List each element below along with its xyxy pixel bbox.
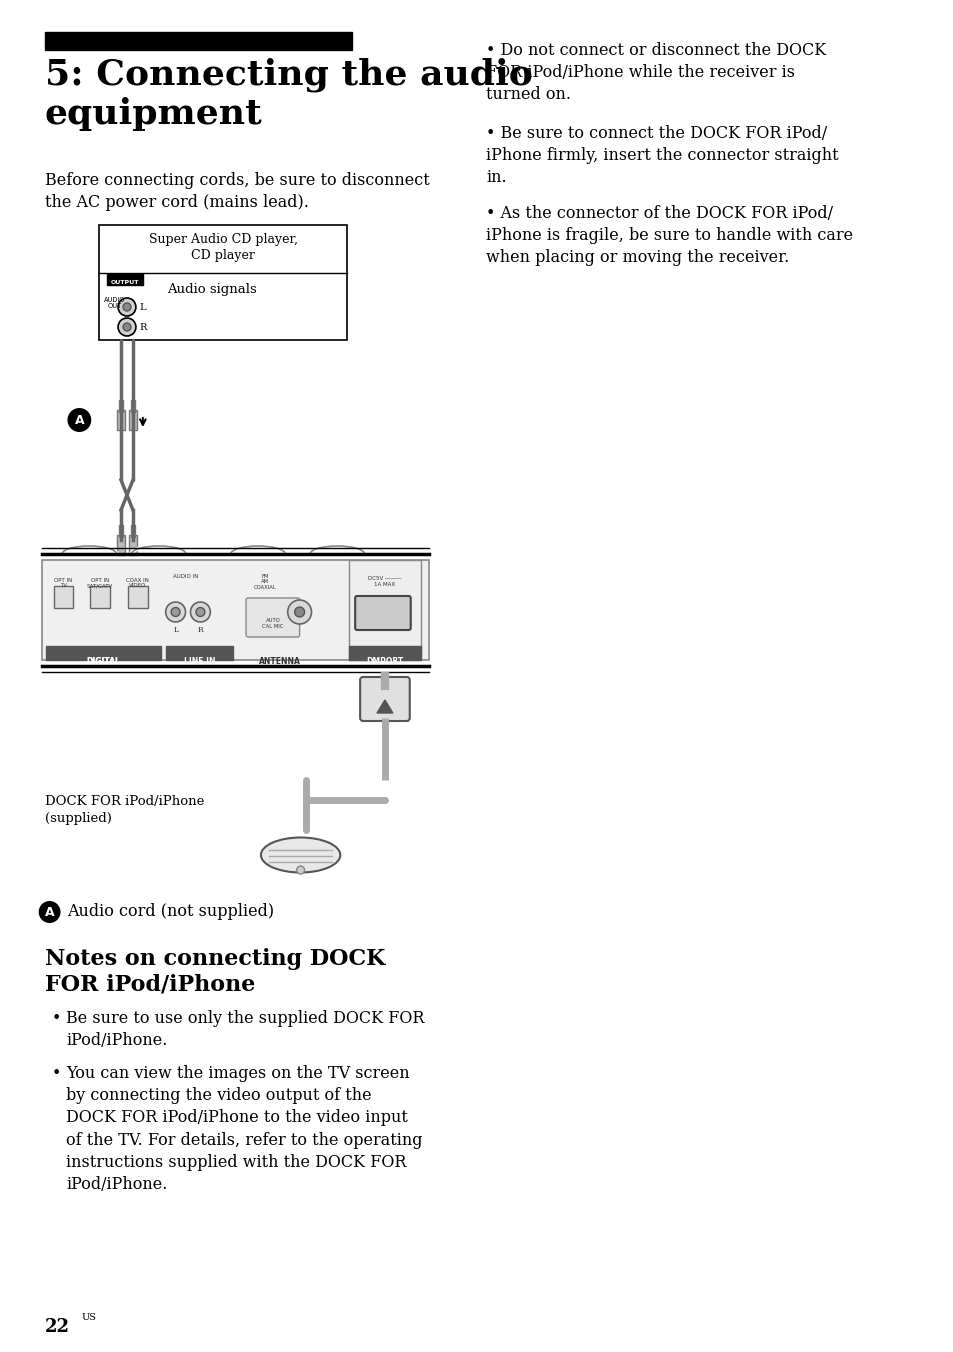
Text: Before connecting cords, be sure to disconnect
the AC power cord (mains lead).: Before connecting cords, be sure to disc… xyxy=(45,172,429,211)
Circle shape xyxy=(123,303,131,311)
Text: L: L xyxy=(140,303,147,311)
Circle shape xyxy=(166,602,185,622)
Text: OPT IN
SAT/CATV: OPT IN SAT/CATV xyxy=(87,579,113,588)
Text: Notes on connecting DOCK
FOR iPod/iPhone: Notes on connecting DOCK FOR iPod/iPhone xyxy=(45,948,385,995)
Bar xyxy=(129,410,137,430)
Circle shape xyxy=(191,602,210,622)
Text: •: • xyxy=(51,1010,61,1028)
Text: OUTPUT: OUTPUT xyxy=(111,280,139,285)
Text: DMPORT: DMPORT xyxy=(366,657,403,667)
Circle shape xyxy=(195,607,205,617)
Bar xyxy=(99,224,347,339)
FancyBboxPatch shape xyxy=(355,596,411,630)
Text: DIGITAL: DIGITAL xyxy=(86,657,120,667)
Text: • Be sure to connect the DOCK FOR iPod/
iPhone firmly, insert the connector stra: • Be sure to connect the DOCK FOR iPod/ … xyxy=(486,124,838,187)
Circle shape xyxy=(118,297,135,316)
Bar xyxy=(107,274,143,285)
Text: Audio cord (not supplied): Audio cord (not supplied) xyxy=(68,903,274,921)
Text: R: R xyxy=(140,323,147,331)
Text: COAX IN
VIDEO: COAX IN VIDEO xyxy=(127,579,150,588)
Text: AUDIO IN: AUDIO IN xyxy=(172,575,198,579)
Text: R: R xyxy=(197,626,203,634)
FancyBboxPatch shape xyxy=(360,677,409,721)
Circle shape xyxy=(296,867,304,873)
Text: DIGITAL: DIGITAL xyxy=(86,657,120,667)
Bar xyxy=(166,646,233,660)
Text: OPT IN
TV: OPT IN TV xyxy=(54,579,72,588)
Text: You can view the images on the TV screen
by connecting the video output of the
D: You can view the images on the TV screen… xyxy=(67,1065,422,1192)
Bar xyxy=(117,535,125,556)
Bar xyxy=(119,400,123,412)
Text: Super Audio CD player,
CD player: Super Audio CD player, CD player xyxy=(149,233,297,262)
Text: A: A xyxy=(45,906,54,918)
Text: A: A xyxy=(74,414,84,426)
Text: FM
AM
COAXIAL: FM AM COAXIAL xyxy=(253,575,276,589)
Circle shape xyxy=(118,318,135,337)
Circle shape xyxy=(39,900,60,923)
Bar xyxy=(349,560,420,660)
Text: DOCK FOR iPod/iPhone
(supplied): DOCK FOR iPod/iPhone (supplied) xyxy=(45,795,204,825)
Text: 5: Connecting the audio
equipment: 5: Connecting the audio equipment xyxy=(45,58,532,131)
Bar xyxy=(46,646,160,660)
Circle shape xyxy=(68,408,91,433)
Bar xyxy=(42,560,428,660)
Circle shape xyxy=(123,323,131,331)
Bar xyxy=(131,525,134,537)
Text: US: US xyxy=(81,1313,96,1322)
Circle shape xyxy=(171,607,180,617)
Text: Be sure to use only the supplied DOCK FOR
iPod/iPhone.: Be sure to use only the supplied DOCK FO… xyxy=(67,1010,424,1049)
Bar xyxy=(45,32,352,50)
Bar xyxy=(53,585,73,608)
Bar xyxy=(117,410,125,430)
Text: AUDIO
OUT: AUDIO OUT xyxy=(104,297,126,310)
Text: Audio signals: Audio signals xyxy=(167,283,256,296)
Text: L: L xyxy=(172,626,178,634)
Text: • Do not connect or disconnect the DOCK
FOR iPod/iPhone while the receiver is
tu: • Do not connect or disconnect the DOCK … xyxy=(486,42,825,103)
FancyBboxPatch shape xyxy=(246,598,299,637)
Text: •: • xyxy=(51,1065,61,1082)
Text: DC5V ―――
1A MAX: DC5V ――― 1A MAX xyxy=(368,576,401,587)
Text: AUTO
CAL MIC: AUTO CAL MIC xyxy=(262,618,283,629)
Text: LINE IN: LINE IN xyxy=(184,657,215,667)
Text: 22: 22 xyxy=(45,1318,70,1336)
Bar xyxy=(91,585,110,608)
Bar xyxy=(119,525,123,537)
Text: ANTENNA: ANTENNA xyxy=(258,657,300,667)
Bar xyxy=(349,646,420,660)
Ellipse shape xyxy=(261,837,340,872)
Bar xyxy=(131,400,134,412)
Circle shape xyxy=(294,607,304,617)
Circle shape xyxy=(288,600,312,625)
Bar xyxy=(128,585,148,608)
Text: • As the connector of the DOCK FOR iPod/
iPhone is fragile, be sure to handle wi: • As the connector of the DOCK FOR iPod/… xyxy=(486,206,852,266)
Polygon shape xyxy=(376,700,393,713)
Bar xyxy=(129,535,137,556)
